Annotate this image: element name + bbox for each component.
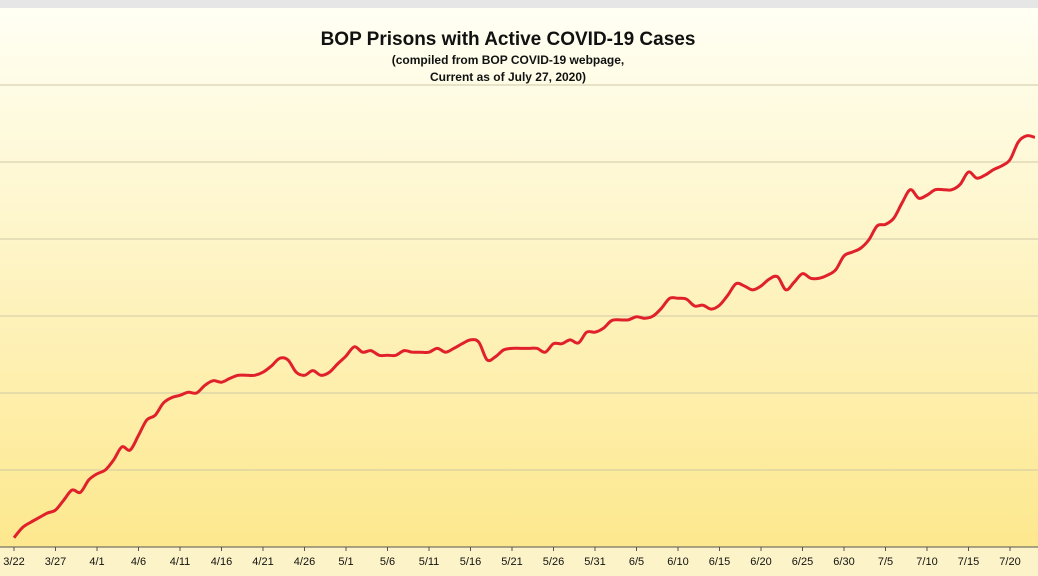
x-tick-label: 4/16 [211,556,232,568]
x-tick-label: 6/15 [709,556,730,568]
x-tick-label: 6/25 [792,556,813,568]
x-tick-label: 7/5 [878,556,893,568]
x-tick-label: 5/11 [419,556,440,568]
x-tick-label: 5/16 [460,556,481,568]
x-tick-label: 5/6 [380,556,395,568]
chart-subtitle: Current as of July 27, 2020) [430,70,586,84]
x-tick-label: 4/21 [252,556,273,568]
x-tick-label: 6/5 [629,556,644,568]
x-tick-label: 4/11 [170,556,191,568]
x-tick-label: 4/26 [294,556,315,568]
x-tick-label: 3/22 [3,556,24,568]
chart-subtitle: (compiled from BOP COVID-19 webpage, [392,53,625,67]
chart-title: BOP Prisons with Active COVID-19 Cases [321,29,696,50]
x-tick-label: 7/20 [999,556,1020,568]
x-tick-label: 5/26 [543,556,564,568]
x-tick-label: 5/1 [338,556,353,568]
x-tick-label: 4/1 [89,556,104,568]
plot-area [0,8,1038,547]
data-line [12,134,1036,539]
x-tick-label: 5/31 [584,556,605,568]
x-tick-label: 4/6 [131,556,146,568]
x-tick-label: 6/10 [667,556,688,568]
x-tick-label: 7/15 [958,556,979,568]
x-tick-label: 5/21 [501,556,522,568]
x-tick-label: 3/27 [45,556,66,568]
axis-area [0,547,1038,576]
x-tick-label: 7/10 [916,556,937,568]
x-tick-label: 6/20 [750,556,771,568]
x-tick-label: 6/30 [833,556,854,568]
